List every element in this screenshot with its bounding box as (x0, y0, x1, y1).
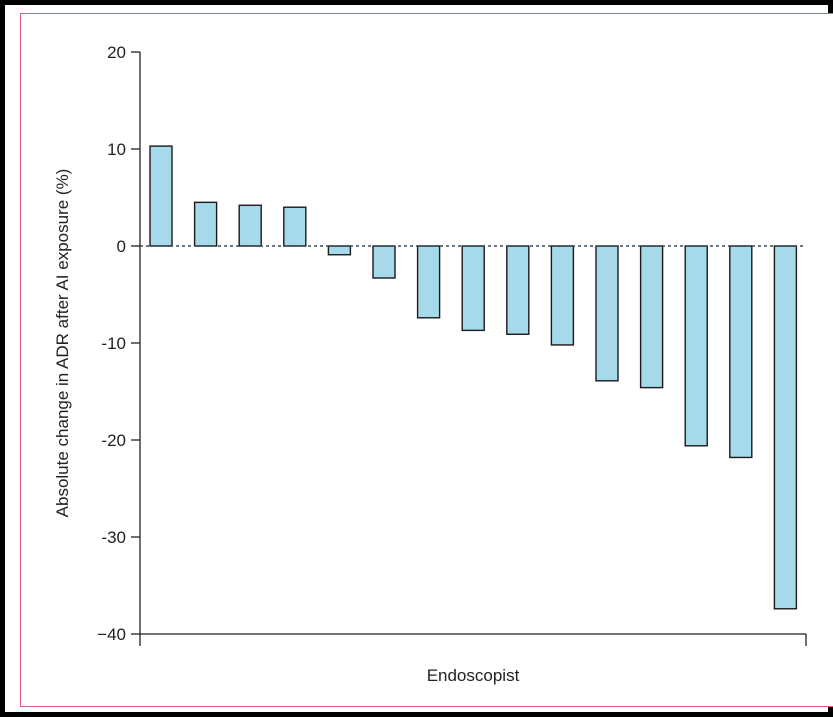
bar-endoscopist-6 (372, 245, 396, 279)
bar-endoscopist-1 (149, 145, 173, 247)
bar-endoscopist-3 (238, 204, 262, 247)
y-tick-label: 0 (117, 237, 126, 256)
bar-endoscopist-12 (639, 245, 664, 389)
bar-endoscopist-13 (684, 245, 708, 447)
bar-endoscopist-10 (550, 245, 575, 346)
y-axis: 20 10 0 -10 -20 -30 −40 (97, 43, 141, 646)
y-tick-label: 20 (107, 43, 126, 62)
bar-endoscopist-4 (283, 206, 307, 247)
y-axis-label: Absolute change in ADR after AI exposure… (53, 169, 72, 518)
bar-endoscopist-11 (595, 245, 619, 382)
y-tick-label: −40 (97, 625, 126, 644)
bar-endoscopist-15 (773, 245, 798, 610)
bar-endoscopist-5 (327, 245, 352, 256)
y-tick-label: 10 (107, 140, 126, 159)
y-tick-label: -30 (101, 528, 126, 547)
x-axis (140, 633, 807, 646)
bar-endoscopist-8 (461, 245, 485, 332)
bar-endoscopist-7 (416, 245, 441, 319)
bar-endoscopist-14 (729, 245, 753, 459)
x-axis-label: Endoscopist (427, 666, 520, 685)
y-tick-label: -20 (101, 431, 126, 450)
bars-group (149, 145, 798, 610)
y-tick-label: -10 (101, 334, 126, 353)
bar-endoscopist-2 (193, 201, 218, 247)
bar-endoscopist-9 (506, 245, 530, 335)
